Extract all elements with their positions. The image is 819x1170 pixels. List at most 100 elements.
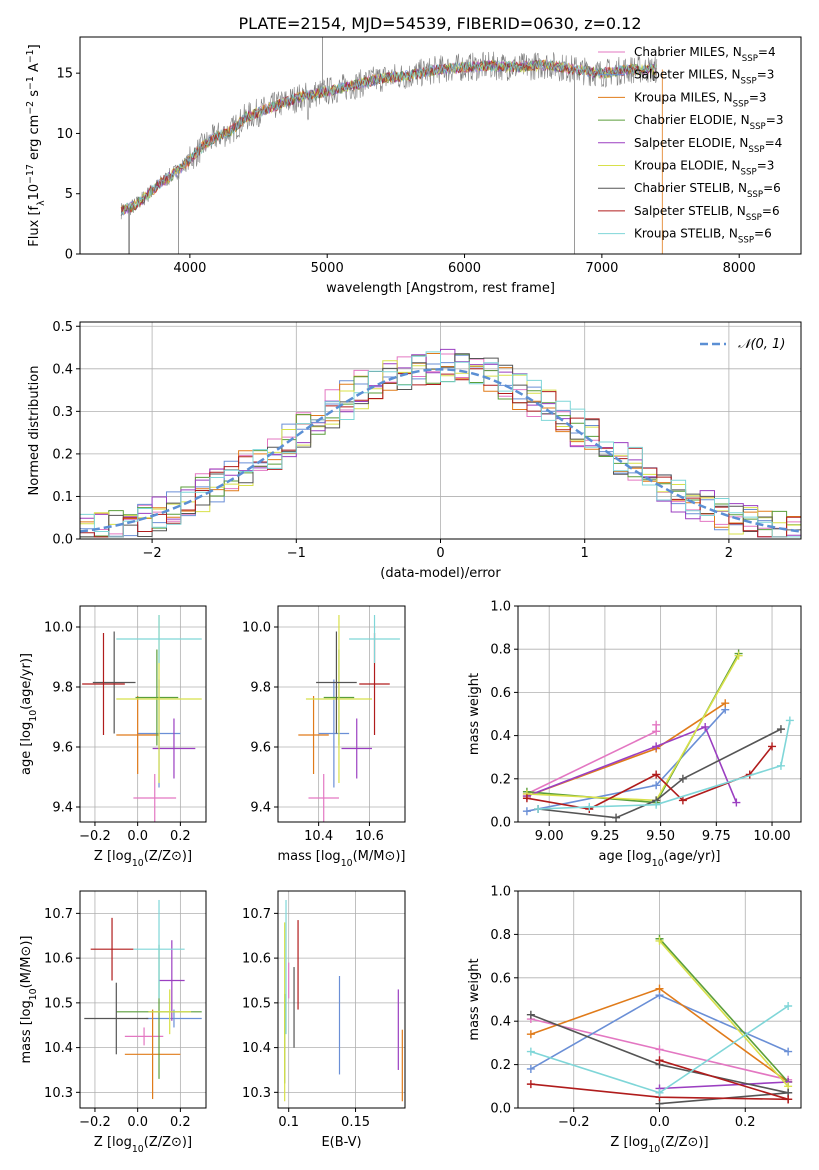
series-point-kroupa_elodie (655, 936, 664, 945)
x-tick-label: 9.75 (702, 829, 731, 844)
series-point-chabrier_miles (652, 720, 661, 729)
legend-label: Salpeter ELODIE, NSSP=4 (634, 136, 782, 155)
series-point-salpeter_elodie (652, 742, 661, 751)
series-point-chabrier_stelib (678, 774, 687, 783)
x-tick-label: 10.6 (355, 829, 384, 844)
series-point-kroupa_stelib (776, 761, 785, 770)
legend-label: Chabrier STELIB, NSSP=6 (634, 181, 781, 200)
series-point-chabrier_miles (655, 1045, 664, 1054)
y-tick-label: 9.4 (52, 801, 73, 816)
series-point-kroupa_stelib (585, 802, 594, 811)
axes-frame (79, 890, 207, 1109)
model-spectrum-salpeter_stelib (120, 59, 657, 213)
series-point-salpeter_miles (652, 781, 661, 790)
y-axis-label: Normed distribution (27, 366, 42, 496)
series-point-kroupa_miles (721, 699, 730, 708)
x-tick-label: −0.2 (558, 1115, 590, 1130)
y-tick-label: 9.6 (250, 741, 271, 756)
y-tick-label: 10.5 (44, 996, 73, 1011)
x-tick-label: 6000 (448, 261, 481, 276)
x-axis-label: E(B-V) (321, 1135, 361, 1150)
model-spectrum-chabrier_stelib (120, 59, 657, 217)
mass-weight-vs-age-panel: 9.00 9.25 9.50 9.75 10.00 0.0 0.2 0.4 0.6 0.8 1.0 a… (467, 600, 802, 869)
y-axis-label: age [log10(age/yr)] (19, 653, 39, 775)
x-tick-label: 9.00 (535, 829, 564, 844)
x-tick-label: 9.50 (646, 829, 675, 844)
y-tick-label: 10.4 (242, 1041, 271, 1056)
series-point-salpeter_stelib (652, 770, 661, 779)
legend-label: Salpeter MILES, NSSP=3 (634, 68, 774, 87)
x-tick-label: 7000 (585, 261, 618, 276)
y-tick-label: 0.6 (490, 971, 511, 986)
axes-frame (79, 605, 207, 823)
legend-label: 𝒩(0, 1) (738, 337, 785, 352)
x-axis-label: (data-model)/error (380, 566, 501, 581)
spectrum-panel: 4000 5000 6000 7000 8000 0 5 10 15 wavelength [An… (25, 36, 802, 296)
series-line-kroupa_elodie (658, 940, 789, 1087)
y-tick-label: 0.0 (490, 1102, 511, 1117)
series-point-kroupa_stelib (534, 805, 543, 814)
x-tick-label: 0.0 (127, 829, 148, 844)
y-tick-label: 10.5 (242, 996, 271, 1011)
model-spectrum-chabrier_miles (120, 58, 657, 215)
x-axis-label: wavelength [Angstrom, rest frame] (326, 281, 555, 296)
series-line-chabrier_elodie (658, 938, 789, 1083)
model-spectrum-kroupa_stelib (120, 58, 657, 215)
legend-label: Kroupa STELIB, NSSP=6 (634, 227, 772, 246)
age-vs-metallicity-panel: −0.2 0.0 0.2 9.4 9.6 9.8 10.0 Z [log10(Z/Z⊙)] ag… (19, 605, 207, 869)
y-tick-label: 0.8 (490, 928, 511, 943)
gaussian-curve (80, 368, 801, 533)
x-axis-label: age [log10(age/yr)] (599, 849, 721, 869)
y-tick-label: 0.4 (490, 1015, 511, 1030)
x-tick-label: 5000 (311, 261, 344, 276)
x-tick-label: −2 (143, 546, 162, 561)
axes-frame (79, 36, 802, 255)
y-tick-label: 0.2 (490, 1058, 511, 1073)
x-tick-label: −0.2 (79, 829, 111, 844)
legend-label: Chabrier ELODIE, NSSP=3 (634, 113, 783, 132)
y-tick-label: 10 (56, 127, 73, 142)
series-point-salpeter_elodie (701, 722, 710, 731)
x-tick-label: −1 (287, 546, 306, 561)
y-tick-label: 10.7 (44, 907, 73, 922)
series-point-chabrier_stelib (776, 725, 785, 734)
y-tick-label: 0.3 (52, 405, 73, 420)
y-axis-label: mass weight (467, 673, 482, 755)
series-line-chabrier_elodie (526, 653, 740, 804)
model-spectrum-salpeter_miles (121, 59, 657, 216)
x-tick-label: 9.25 (590, 829, 619, 844)
x-tick-label: 4000 (173, 261, 206, 276)
model-spectrum-salpeter_elodie (121, 59, 657, 214)
y-tick-label: 10.3 (242, 1086, 271, 1101)
series-point-salpeter_stelib (526, 1080, 535, 1089)
y-tick-label: 0.4 (52, 362, 73, 377)
series-point-chabrier_stelib (526, 1010, 535, 1019)
residual-histogram-panel: −2 −1 0 1 2 0.0 0.1 0.2 0.3 0.4 0.5 (data-model)/er… (27, 320, 802, 581)
x-tick-label: 0.1 (278, 1115, 299, 1130)
y-tick-label: 0.0 (52, 533, 73, 548)
series-point-salpeter_stelib (768, 742, 777, 751)
y-tick-label: 0.8 (490, 643, 511, 658)
y-tick-label: 15 (56, 67, 73, 82)
x-tick-label: 0.2 (170, 1115, 191, 1130)
axes-frame (517, 605, 802, 823)
x-tick-label: 8000 (723, 261, 756, 276)
y-tick-label: 0.1 (52, 490, 73, 505)
series-point-kroupa_miles (655, 984, 664, 993)
y-tick-label: 0.5 (52, 320, 73, 335)
y-tick-label: 10.3 (44, 1086, 73, 1101)
x-axis-label: Z [log10(Z/Z⊙)] (610, 1135, 708, 1155)
x-tick-label: 0.2 (735, 1115, 756, 1130)
series-point-salpeter_miles (784, 1047, 793, 1056)
x-tick-label: 0 (436, 546, 444, 561)
y-axis-label: Flux [fλ10−17 erg cm−2 s−1 A−1] (25, 44, 47, 246)
histogram-kroupa_stelib (80, 351, 801, 538)
series-line-kroupa_miles (526, 702, 726, 797)
age-vs-mass-panel: 10.4 10.6 9.4 9.6 9.8 10.0 mass [log10(M/M⊙)] (242, 605, 406, 869)
series-point-kroupa_stelib (784, 1002, 793, 1011)
series-point-kroupa_miles (526, 1030, 535, 1039)
series-point-salpeter_stelib (522, 794, 531, 803)
histograms (80, 348, 801, 538)
y-tick-label: 0.6 (490, 686, 511, 701)
